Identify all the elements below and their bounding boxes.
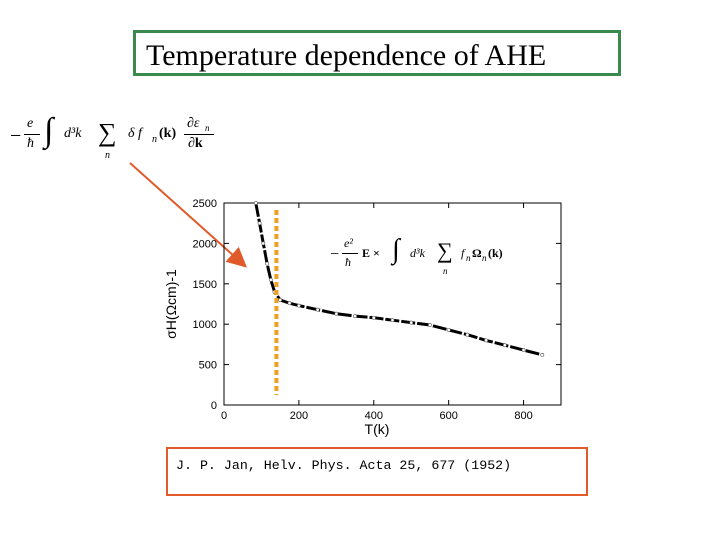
formula-sum-index: n — [105, 150, 110, 161]
data-point — [484, 338, 489, 343]
formula-inset: − e² ħ E × ∫ d³k ∑ n f n Ω n (k) — [330, 234, 530, 284]
y-axis: 0 500 1000 1500 2000 2500 — [193, 198, 561, 412]
data-point — [502, 343, 507, 348]
inset-sum: ∑ — [437, 238, 453, 263]
title-box: Temperature dependence of AHE — [133, 30, 621, 76]
x-tick-label: 0 — [221, 410, 227, 422]
data-point — [334, 311, 339, 316]
data-point — [287, 301, 292, 306]
pointer-arrow — [129, 162, 247, 268]
formula-frac-den: ∂k — [188, 136, 203, 151]
formula-frac-num: ∂ε — [187, 116, 200, 131]
x-tick-label: 600 — [439, 410, 457, 422]
data-point — [315, 307, 320, 312]
data-series-line — [254, 202, 543, 357]
data-point — [257, 221, 262, 226]
y-tick-label: 0 — [211, 400, 217, 412]
data-point — [540, 353, 545, 357]
data-point — [390, 318, 395, 323]
citation-text: J. P. Jan, Helv. Phys. Acta 25, 677 (195… — [176, 458, 512, 473]
inset-term-sub: n — [466, 253, 471, 263]
data-point — [253, 201, 258, 205]
data-point — [428, 323, 432, 327]
formula-integral: ∫ — [44, 112, 54, 149]
inset-minus: − — [330, 246, 340, 263]
y-axis-label: σH(Ωcm)-1 — [163, 269, 179, 339]
formula-frac-bar — [184, 134, 214, 135]
inset-prefix-den: ħ — [345, 255, 351, 269]
y-tick-label: 1500 — [193, 279, 217, 291]
x-axis-label: T(k) — [365, 421, 390, 437]
formula-frac-num-sub: n — [205, 123, 210, 133]
data-point — [353, 314, 357, 319]
inset-omega-sub: n — [482, 253, 487, 263]
inset-term: f — [461, 246, 465, 260]
x-axis: 0 200 400 600 800 — [221, 203, 533, 422]
data-point — [371, 315, 376, 320]
formula-sum: ∑ — [98, 118, 117, 147]
formula-term-sub: n — [152, 134, 157, 145]
data-point — [409, 320, 414, 325]
inset-integral: ∫ — [392, 234, 400, 265]
formula-prefix-num: e — [27, 116, 34, 131]
data-points — [253, 201, 545, 357]
x-tick-label: 800 — [514, 410, 532, 422]
slide-title: Temperature dependence of AHE — [146, 39, 547, 72]
plot-frame — [223, 202, 562, 406]
formula-fraction-bar — [24, 134, 40, 135]
data-point — [521, 348, 526, 352]
data-point — [265, 261, 269, 266]
data-point — [296, 303, 301, 308]
y-tick-label: 2000 — [193, 238, 217, 250]
data-point — [465, 332, 470, 337]
inset-omega: Ω — [472, 246, 482, 260]
y-tick-label: 2500 — [193, 198, 217, 210]
citation-box: J. P. Jan, Helv. Phys. Acta 25, 677 (195… — [166, 447, 588, 496]
formula-minus: − — [10, 125, 22, 147]
x-tick-label: 200 — [290, 410, 308, 422]
formula-d3k: d³k — [64, 126, 82, 141]
formula-prefix-den: ħ — [27, 136, 34, 151]
y-tick-label: 500 — [199, 360, 217, 372]
data-point — [278, 298, 283, 302]
x-tick-label: 400 — [365, 410, 383, 422]
inset-arg: (k) — [488, 246, 503, 260]
inset-d3k: d³k — [410, 246, 425, 260]
inset-E: E × — [362, 246, 380, 260]
formula-top: − e ħ ∫ d³k ∑ n δ f n (k) ∂ε n ∂k — [10, 112, 225, 168]
data-point — [446, 327, 451, 332]
y-tick-label: 1000 — [193, 319, 217, 331]
inset-frac-bar — [342, 253, 358, 254]
data-point — [268, 277, 273, 282]
data-point — [261, 241, 266, 246]
formula-arg: (k) — [159, 126, 177, 141]
inset-sum-index: n — [443, 266, 448, 276]
formula-term: δ f — [128, 126, 142, 141]
inset-prefix-num: e² — [344, 236, 353, 250]
